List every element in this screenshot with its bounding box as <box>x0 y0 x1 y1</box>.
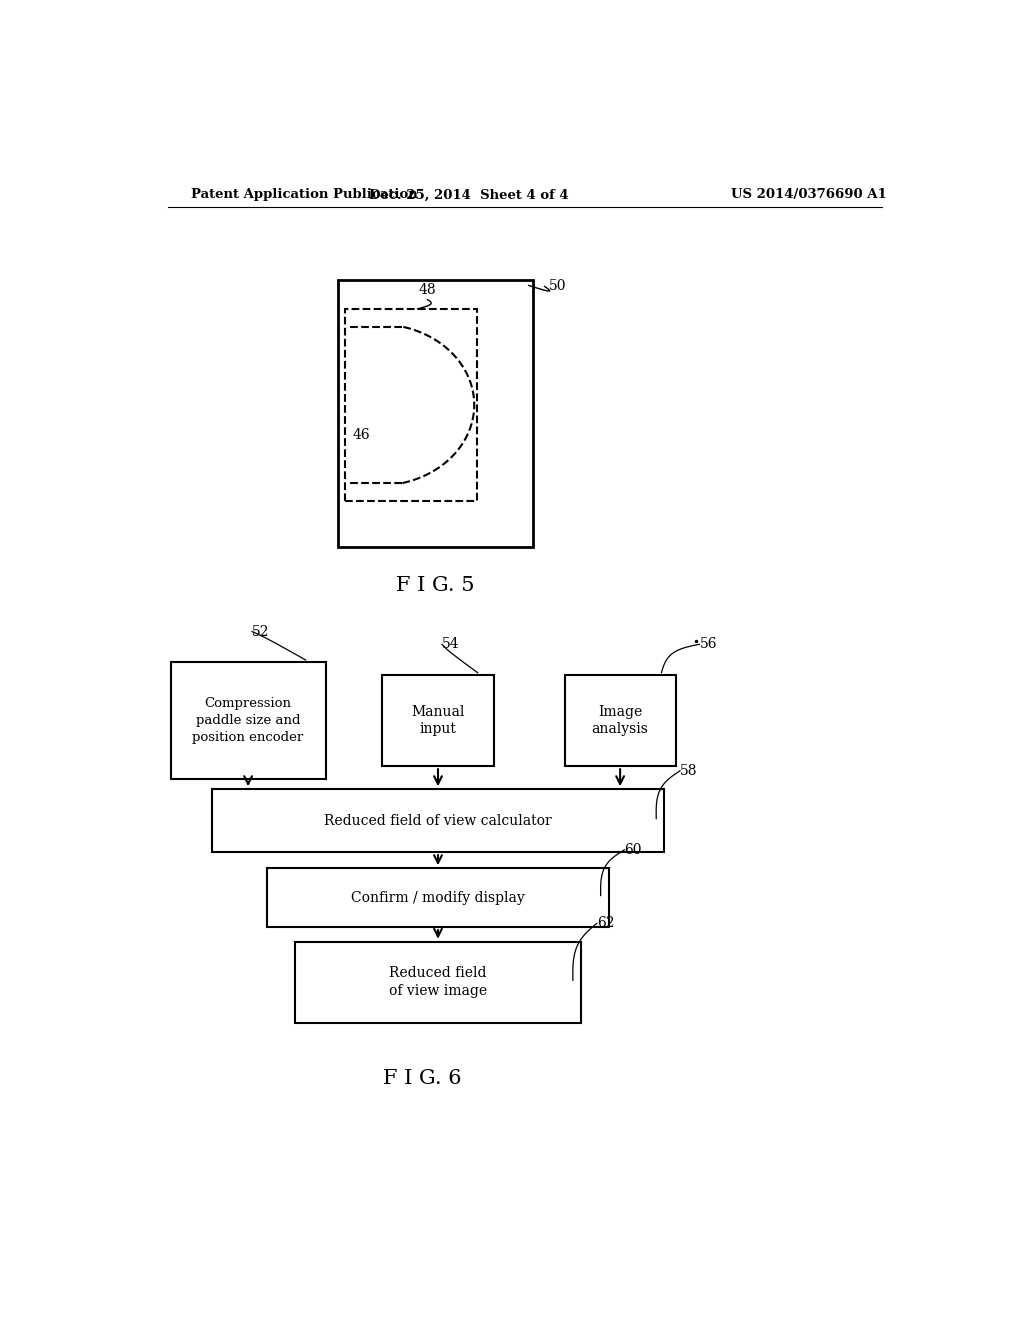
Text: F I G. 6: F I G. 6 <box>383 1069 462 1088</box>
Text: US 2014/0376690 A1: US 2014/0376690 A1 <box>731 189 887 202</box>
Bar <box>212 789 665 853</box>
Text: Patent Application Publication: Patent Application Publication <box>191 189 418 202</box>
Text: Compression
paddle size and
position encoder: Compression paddle size and position enc… <box>193 697 304 743</box>
Text: 60: 60 <box>625 843 642 857</box>
Bar <box>564 675 676 766</box>
Text: 62: 62 <box>597 916 614 931</box>
Text: F I G. 5: F I G. 5 <box>396 576 475 595</box>
Bar <box>382 675 494 766</box>
Text: 58: 58 <box>680 764 697 777</box>
Bar <box>345 309 477 500</box>
Text: 48: 48 <box>419 282 436 297</box>
Text: 56: 56 <box>699 638 717 651</box>
Text: 50: 50 <box>549 280 566 293</box>
Bar <box>338 280 532 546</box>
Text: Reduced field
of view image: Reduced field of view image <box>389 966 487 998</box>
Text: 52: 52 <box>252 624 269 639</box>
Text: 54: 54 <box>442 638 460 651</box>
Text: Manual
input: Manual input <box>412 705 465 737</box>
Bar <box>171 663 326 779</box>
Text: Image
analysis: Image analysis <box>592 705 648 737</box>
Text: Confirm / modify display: Confirm / modify display <box>351 891 525 904</box>
Text: 46: 46 <box>352 428 371 442</box>
Text: Reduced field of view calculator: Reduced field of view calculator <box>325 813 552 828</box>
Text: Dec. 25, 2014  Sheet 4 of 4: Dec. 25, 2014 Sheet 4 of 4 <box>370 189 569 202</box>
Bar <box>267 869 608 927</box>
Bar <box>295 941 581 1023</box>
